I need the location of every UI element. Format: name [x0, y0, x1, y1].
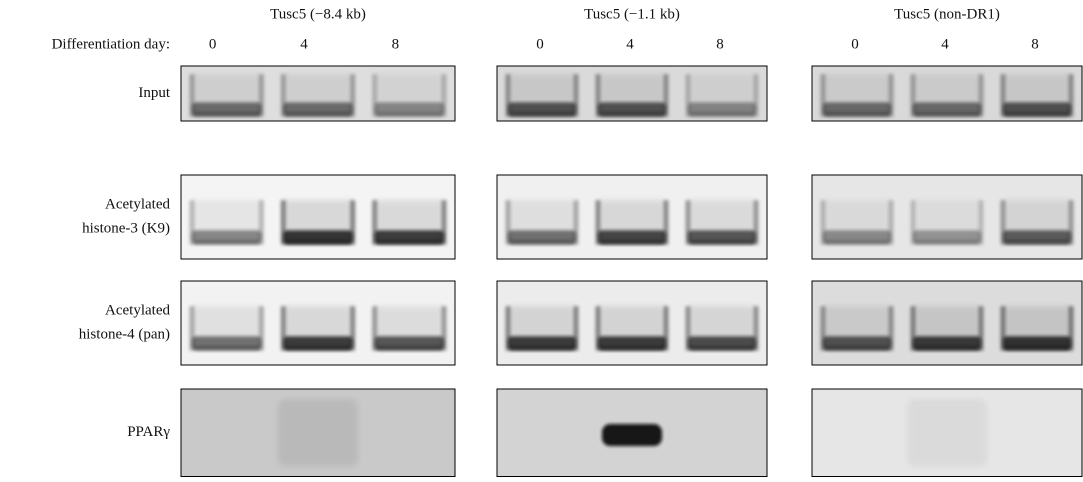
smear [508, 74, 576, 114]
gel-panel [812, 175, 1082, 259]
row-label: PPARγ [127, 424, 170, 440]
day-label: 4 [626, 36, 634, 52]
smear [688, 200, 756, 242]
gel-panel [497, 66, 767, 121]
day-label: 0 [851, 36, 859, 52]
smear [823, 200, 891, 242]
gel-panel [181, 175, 455, 259]
gel-panel [497, 281, 767, 365]
smear [1003, 200, 1071, 242]
smear [192, 74, 261, 114]
day-label: 8 [1031, 36, 1039, 52]
smear [688, 74, 756, 114]
gel-panel [812, 66, 1082, 121]
figure: Differentiation day: Tusc5 (−8.4 kb) 0 4 8 T… [0, 0, 1083, 477]
band [907, 399, 987, 467]
gel-panel [497, 175, 767, 259]
day-label: 0 [536, 36, 544, 52]
smear [375, 306, 444, 348]
smear [192, 200, 261, 242]
smear [823, 74, 891, 114]
smear [283, 306, 352, 348]
row-label: Acetylated [105, 302, 170, 318]
smear [913, 200, 981, 242]
day-label: 4 [941, 36, 949, 52]
smear [1003, 74, 1071, 114]
row-label: Acetylated [105, 196, 170, 212]
day-label: 8 [392, 36, 400, 52]
gel-panel [497, 389, 767, 477]
column-title: Tusc5 (non-DR1) [894, 6, 1000, 22]
smear [375, 74, 444, 114]
smear [375, 200, 444, 242]
gel-panel [812, 281, 1082, 365]
smear [192, 306, 261, 348]
column-title: Tusc5 (−1.1 kb) [584, 6, 680, 22]
smear [1003, 306, 1071, 348]
gel-panel [181, 281, 455, 365]
row-label: histone-4 (pan) [79, 326, 170, 342]
gel-panel [181, 389, 455, 477]
smear [823, 306, 891, 348]
smear [913, 74, 981, 114]
smear [508, 200, 576, 242]
band [278, 399, 358, 467]
day-label: 8 [716, 36, 724, 52]
smear [598, 306, 666, 348]
smear [598, 74, 666, 114]
row-label: histone-3 (K9) [82, 220, 170, 236]
gel-panel [181, 66, 455, 121]
smear [913, 306, 981, 348]
day-label: 4 [300, 36, 308, 52]
gel-panel [812, 389, 1082, 477]
smear [283, 200, 352, 242]
day-axis-label: Differentiation day: [52, 36, 170, 52]
row-label: Input [138, 85, 170, 101]
smear [598, 200, 666, 242]
band [602, 424, 662, 446]
smear [688, 306, 756, 348]
column-title: Tusc5 (−8.4 kb) [270, 6, 366, 22]
smear [508, 306, 576, 348]
smear [283, 74, 352, 114]
day-label: 0 [209, 36, 217, 52]
